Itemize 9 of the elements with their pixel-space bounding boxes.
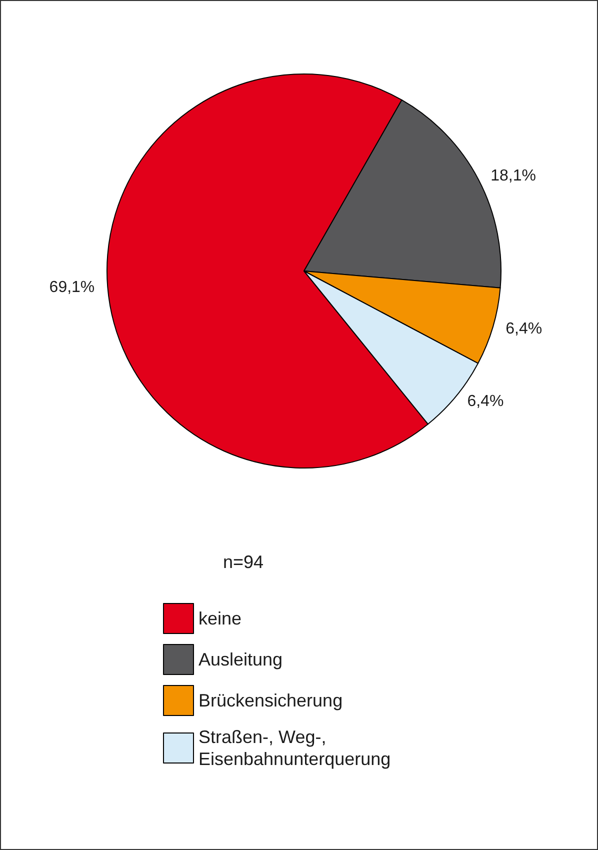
legend-label: Ausleitung	[198, 650, 283, 670]
data-label: 6,4%	[467, 392, 504, 410]
legend-label: Straßen-, Weg-, Eisenbahnunterquerung	[198, 727, 391, 769]
data-label: 6,4%	[506, 320, 542, 338]
data-label: 18,1%	[490, 167, 536, 184]
text: n=94	[223, 552, 264, 572]
legend-label: keine	[198, 608, 242, 628]
legend-label: Brückensicherung	[198, 690, 343, 710]
data-label: 69,1%	[49, 279, 95, 296]
